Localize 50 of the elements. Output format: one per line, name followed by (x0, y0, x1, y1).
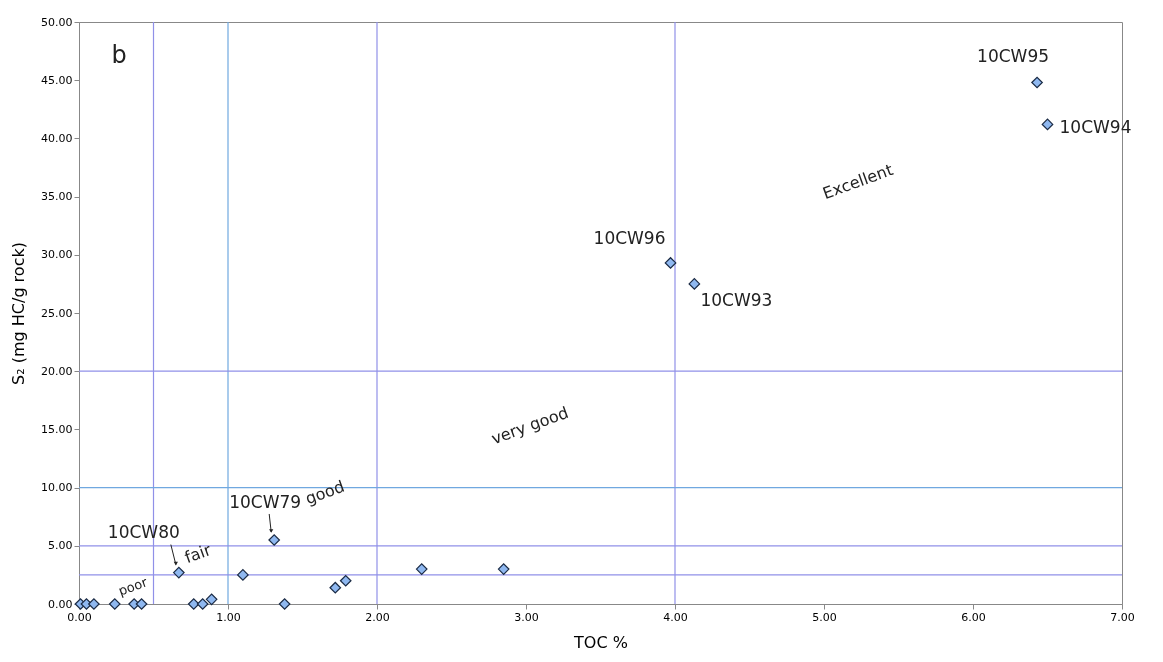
annotation: 10CW94 (1059, 117, 1132, 138)
x-tick-label: 3.00 (514, 610, 539, 624)
annotation: very good (488, 402, 571, 449)
point (237, 569, 249, 581)
x-tick-label: 1.00 (216, 610, 241, 624)
point (1041, 118, 1054, 131)
point (108, 598, 121, 610)
x-tick-label: 6.00 (961, 610, 986, 624)
x-tick-label: 0.00 (67, 610, 92, 624)
x-tick-label: 2.00 (365, 610, 390, 624)
point (278, 598, 291, 610)
point (339, 574, 352, 587)
point (497, 563, 510, 575)
point (135, 598, 148, 610)
x-tick-label: 5.00 (812, 610, 837, 624)
y-tick-label: 45.00 (41, 73, 73, 87)
point (196, 598, 209, 610)
point (268, 534, 281, 546)
annotation: 10CW95 (977, 45, 1050, 66)
point (187, 598, 200, 610)
point (688, 278, 701, 290)
y-tick-label: 5.00 (48, 539, 73, 553)
y-tick-label: 50.00 (41, 15, 73, 29)
annotation: 10CW79 (229, 491, 302, 512)
point (88, 598, 100, 610)
annotation: 10CW93 (700, 289, 773, 310)
y-tick-label: 0.00 (48, 597, 73, 611)
x-axis-title: TOC % (573, 632, 628, 652)
point (172, 566, 185, 579)
annotation: fair (182, 539, 214, 567)
x-tick-label: 4.00 (663, 610, 688, 624)
annotation: poor (116, 574, 150, 599)
y-tick-label: 10.00 (41, 481, 73, 495)
point (1031, 76, 1043, 89)
y-tick-label: 20.00 (41, 364, 73, 378)
x-tick-label: 7.00 (1110, 610, 1135, 624)
y-tick-label: 30.00 (41, 248, 73, 262)
point (205, 593, 218, 606)
point (415, 563, 428, 575)
point (329, 581, 342, 594)
y-axis-title: S₂ (mg HC/g rock) (9, 242, 29, 385)
annotation: b (111, 41, 127, 69)
y-tick-label: 15.00 (41, 422, 73, 436)
point (664, 257, 677, 269)
y-tick-label: 40.00 (41, 131, 73, 145)
annotation: 10CW96 (593, 227, 666, 248)
annotation: good (302, 476, 347, 509)
y-tick-label: 25.00 (41, 306, 73, 320)
y-tick-label: 35.00 (41, 190, 73, 204)
annotation: 10CW80 (107, 521, 180, 542)
